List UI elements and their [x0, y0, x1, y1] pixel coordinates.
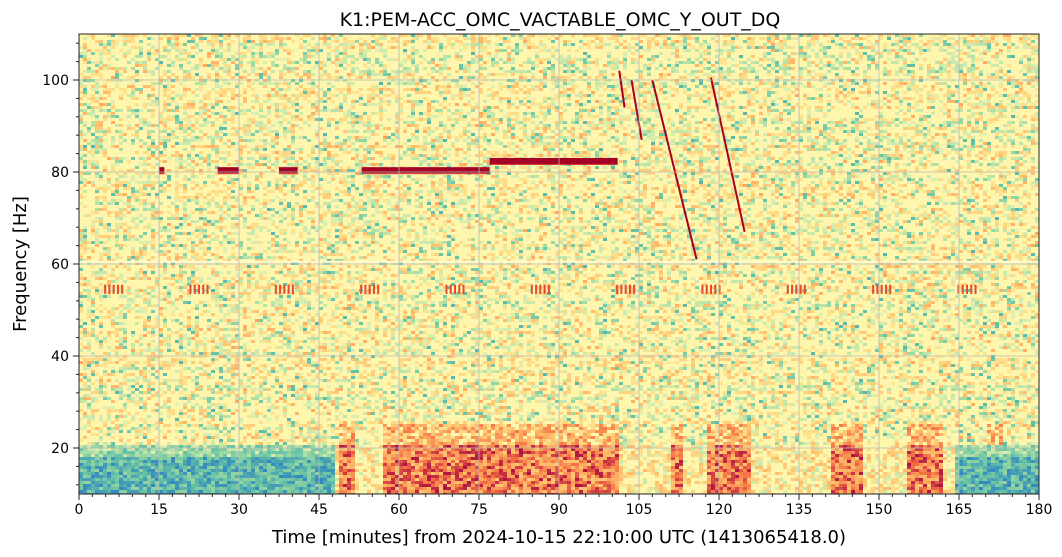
burst-54hz: [189, 284, 209, 294]
burst-54hz: [701, 284, 721, 294]
frequency-sweep: [630, 79, 643, 140]
x-tick-label: 120: [706, 502, 733, 518]
segment-80hz: [489, 157, 618, 164]
segment-80hz: [159, 167, 165, 174]
y-tick-label: 20: [51, 441, 69, 457]
y-axis: 20 40 60 80 100: [42, 42, 79, 486]
burst-54hz: [445, 284, 465, 294]
x-tick-label: 180: [1026, 502, 1053, 518]
x-tick-label: 135: [786, 502, 813, 518]
x-tick-label: 30: [230, 502, 248, 518]
frequency-sweep: [710, 77, 746, 233]
burst-54hz: [530, 284, 550, 294]
y-tick-label: 100: [42, 73, 69, 89]
x-tick-label: 150: [866, 502, 893, 518]
x-tick-label: 60: [390, 502, 408, 518]
x-tick-label: 75: [470, 502, 488, 518]
y-tick-label: 40: [51, 349, 69, 365]
x-tick-label: 165: [946, 502, 973, 518]
burst-54hz: [786, 284, 806, 294]
burst-54hz: [104, 284, 124, 294]
burst-54hz: [274, 284, 294, 294]
y-tick-label: 60: [51, 257, 69, 273]
y-tick-label: 80: [51, 165, 69, 181]
x-tick-label: 45: [310, 502, 328, 518]
burst-54hz: [957, 284, 977, 294]
frequency-sweep: [618, 70, 626, 108]
segment-80hz: [279, 167, 298, 174]
x-axis: 0 15 30 45 60 75 90 105 120 135 150 165 180: [75, 494, 1053, 518]
burst-54hz: [360, 284, 380, 294]
chart-title: K1:PEM-ACC_OMC_VACTABLE_OMC_Y_OUT_DQ: [340, 9, 781, 31]
burst-54hz: [872, 284, 892, 294]
y-axis-label: Frequency [Hz]: [10, 196, 31, 332]
segment-80hz: [361, 167, 490, 174]
x-tick-label: 15: [150, 502, 168, 518]
x-tick-label: 105: [626, 502, 653, 518]
burst-54hz: [616, 284, 636, 294]
segment-80hz: [217, 167, 239, 174]
x-tick-label: 90: [550, 502, 568, 518]
plot-area: [78, 33, 1040, 495]
x-tick-label: 0: [75, 502, 84, 518]
grid-lines: [79, 34, 1039, 494]
x-axis-label: Time [minutes] from 2024-10-15 22:10:00 …: [271, 527, 846, 548]
frequency-sweep: [651, 79, 698, 260]
